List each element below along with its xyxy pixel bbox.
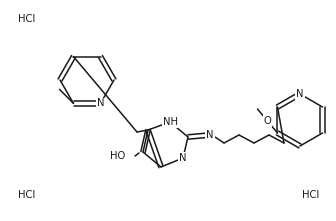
- Text: NH: NH: [163, 117, 177, 127]
- Text: O: O: [264, 116, 271, 126]
- Text: N: N: [179, 153, 187, 163]
- Text: HCl: HCl: [18, 14, 35, 24]
- Text: HCl: HCl: [18, 190, 35, 200]
- Text: HCl: HCl: [302, 190, 319, 200]
- Text: N: N: [296, 89, 304, 99]
- Text: HO: HO: [110, 151, 125, 161]
- Text: N: N: [206, 130, 214, 140]
- Text: N: N: [97, 98, 104, 108]
